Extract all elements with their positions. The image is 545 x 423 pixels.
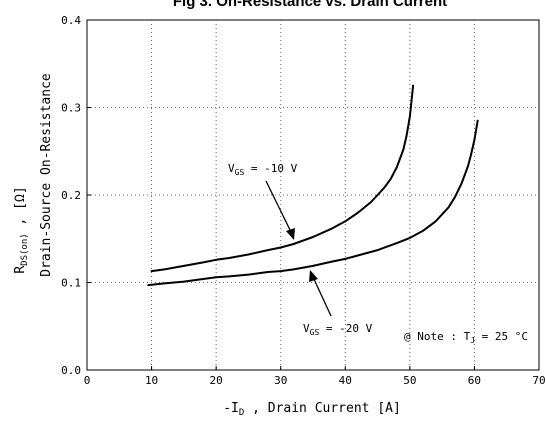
y-tick-label: 0.2 (61, 189, 81, 202)
y-label-prefix: R (13, 266, 28, 274)
x-label-sub: D (239, 408, 244, 418)
series1-label: VGS = -10 V (228, 162, 298, 177)
series2-arrow-head (309, 270, 318, 282)
note-sub: J (470, 336, 475, 345)
x-label-suffix: , Drain Current [A] (244, 401, 401, 416)
x-label-prefix: -I (223, 401, 239, 416)
series1-arrow-head (286, 228, 295, 240)
series2-arrow-line (312, 276, 332, 317)
temperature-note: @ Note : TJ = 25 °C (404, 330, 528, 345)
y-tick-label: 0.1 (61, 277, 81, 290)
x-tick-label: 50 (403, 374, 416, 387)
series1-label-suffix: = -10 V (244, 162, 297, 175)
y-tick-label: 0.4 (61, 14, 81, 27)
note-suffix: = 25 °C (475, 330, 528, 343)
y-tick-label: 0.0 (61, 364, 81, 377)
x-tick-label: 10 (145, 374, 158, 387)
y-tick-label: 0.3 (61, 102, 81, 115)
series1-label-prefix: V (228, 162, 235, 175)
x-axis-label: -ID , Drain Current [A] (223, 401, 401, 418)
y-label-sub: DS(on) (20, 233, 30, 266)
series2-label: VGS = -20 V (303, 322, 373, 337)
x-tick-label: 0 (84, 374, 91, 387)
x-tick-label: 40 (339, 374, 352, 387)
y-axis-label: RDS(on) , [Ω] (13, 186, 30, 273)
x-tick-label: 20 (210, 374, 223, 387)
series1-arrow-line (265, 180, 293, 235)
series2-label-sub: GS (310, 328, 320, 337)
y-axis-label-line2: Drain-Source On-Resistance (39, 73, 54, 277)
series2-label-prefix: V (303, 322, 310, 335)
chart-title: Fig 3. On-Resistance vs. Drain Current (173, 0, 447, 10)
x-tick-label: 60 (468, 374, 481, 387)
y-label-suffix: , [Ω] (13, 186, 28, 233)
series2-label-suffix: = -20 V (319, 322, 372, 335)
x-tick-label: 70 (532, 374, 545, 387)
series1-label-sub: GS (235, 168, 245, 177)
note-prefix: @ Note : T (404, 330, 471, 343)
series-line-2 (147, 119, 479, 287)
x-tick-label: 30 (274, 374, 287, 387)
series-line-1 (150, 84, 415, 273)
